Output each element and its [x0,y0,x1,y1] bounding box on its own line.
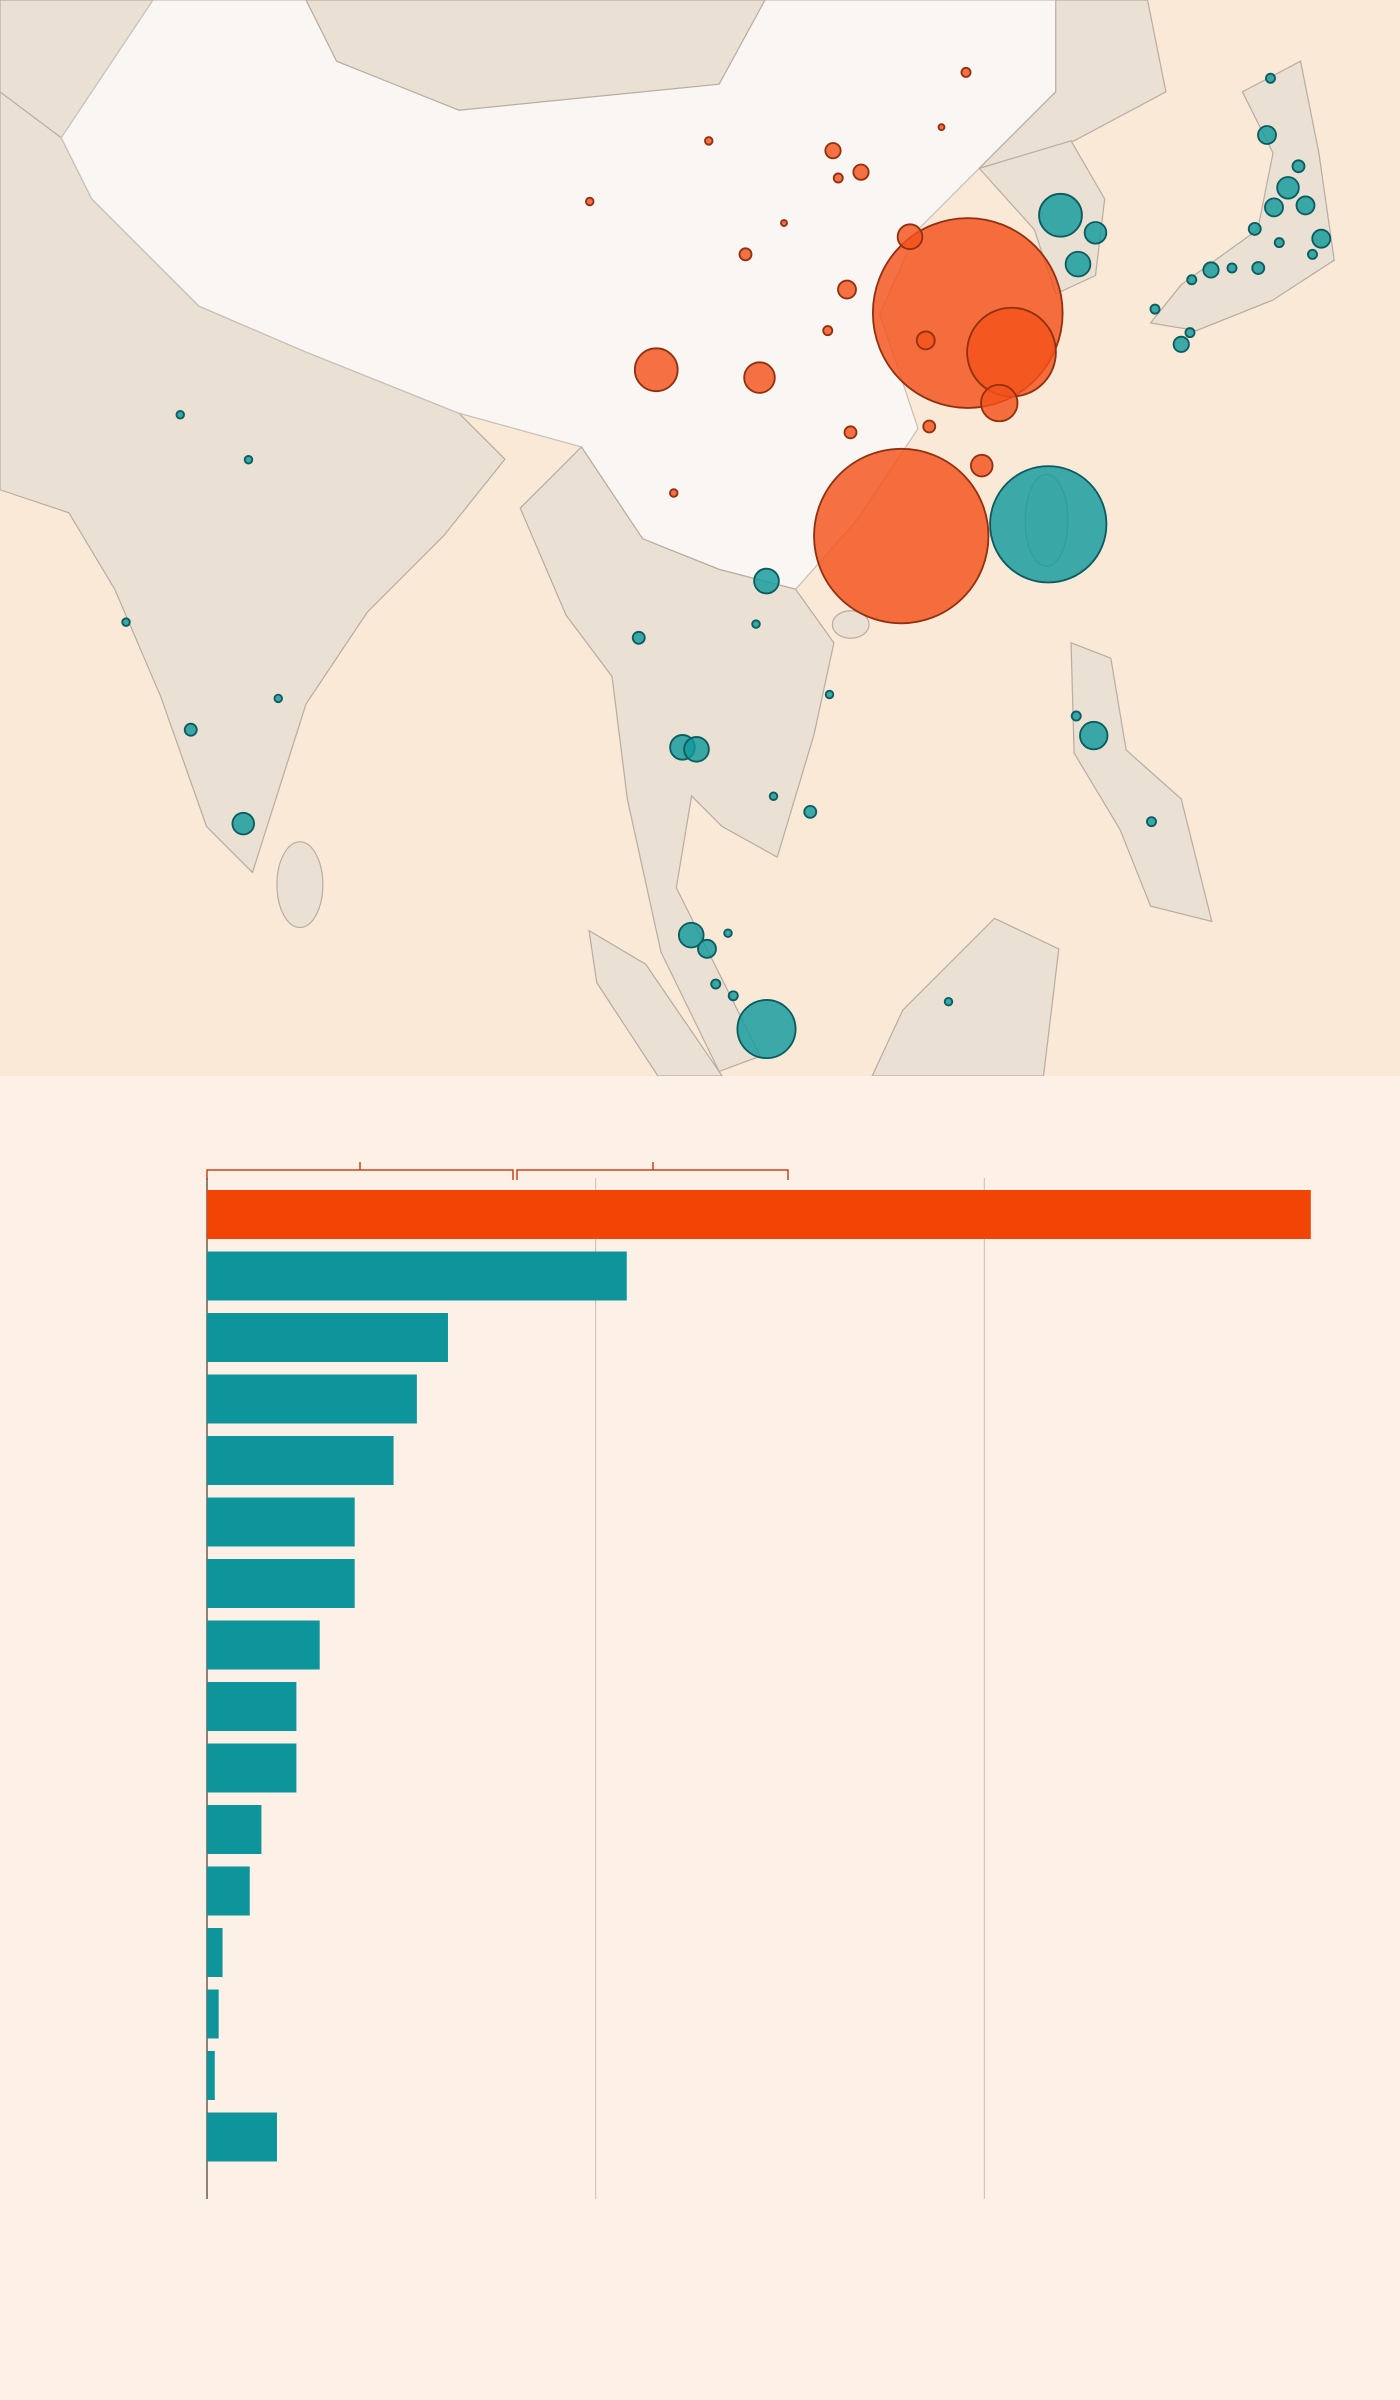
bar [207,1989,219,2039]
bubble [896,223,924,251]
land-manchuria [978,0,1167,169]
bracket-group [206,1162,789,1180]
bubble [738,247,753,262]
bar [207,2112,277,2162]
bar-chart [206,1162,1311,2199]
bubble [824,142,842,160]
land-philippines [1070,641,1213,923]
land-mongolia [305,0,766,111]
bubble [669,488,679,498]
bubble [1149,303,1161,315]
bubble [710,978,722,990]
bubble [1247,221,1262,236]
bubble [852,163,870,181]
bubble [1295,195,1316,216]
bar [207,1374,417,1424]
bubble [723,928,733,938]
bar [207,1313,448,1362]
land-hainan [831,610,870,639]
bubble [803,804,818,819]
bubble [1146,816,1157,828]
bubble [837,279,857,300]
bubble [813,447,990,625]
bubble [824,689,835,700]
bar [207,1497,355,1547]
bubble [1273,237,1285,249]
bubble [937,123,946,132]
bubble [631,630,646,645]
bubble [727,990,739,1002]
bubble [1184,327,1196,339]
land-sumatra [588,929,723,1076]
bubble [633,347,679,393]
bar [207,1866,250,1916]
bubble [1070,710,1082,722]
land-sri-lanka [276,841,324,929]
land-borneo [871,917,1060,1076]
bubble [1186,274,1198,286]
bar [207,1436,394,1485]
bubble [1276,176,1300,200]
bubble [1264,197,1284,218]
bubble [231,811,255,836]
bubble [822,325,834,337]
bar [207,1251,627,1301]
bubble [1251,261,1266,275]
bubble [1307,248,1318,260]
bubble [915,330,936,351]
bubble [183,722,198,737]
bracket [206,1162,514,1180]
bubble [1202,261,1220,279]
bubble [960,66,972,78]
bubble [121,617,131,627]
bubble [1083,221,1108,245]
bubble [1291,159,1306,174]
bubble [243,455,254,465]
bubble [753,567,780,595]
land-japan [1149,60,1335,332]
bubble [1038,192,1083,238]
bubble [989,465,1108,584]
bar [207,1190,1311,1239]
bubble [697,938,717,959]
bubble [966,306,1057,398]
bubble [1257,125,1277,145]
bar [207,1559,355,1608]
bubble [922,419,937,434]
bubble [273,693,283,704]
bubble [1226,262,1238,274]
bubble [751,619,761,629]
bar [207,1620,320,1670]
bubble [970,453,994,478]
bubble [832,172,844,184]
bubble [780,219,788,227]
bubble [943,996,954,1007]
bubble [743,361,776,394]
bubble [175,410,185,420]
bubble [683,735,710,763]
bubble [704,136,714,146]
bubble [1064,250,1092,278]
bubble [677,921,705,949]
bubble [1079,720,1109,751]
bubble [1265,72,1276,84]
bar [207,1805,262,1854]
bracket [516,1162,789,1180]
bubble [768,791,779,801]
bubble [585,196,595,207]
bar [207,2051,215,2100]
bubble [843,425,858,440]
bubble [980,383,1019,423]
bar [207,1743,297,1793]
bubble [736,999,797,1060]
bar [207,1928,223,1977]
map [0,0,1400,1076]
bubble [1311,228,1332,249]
bar [207,1682,297,1731]
bubble [1172,335,1190,353]
